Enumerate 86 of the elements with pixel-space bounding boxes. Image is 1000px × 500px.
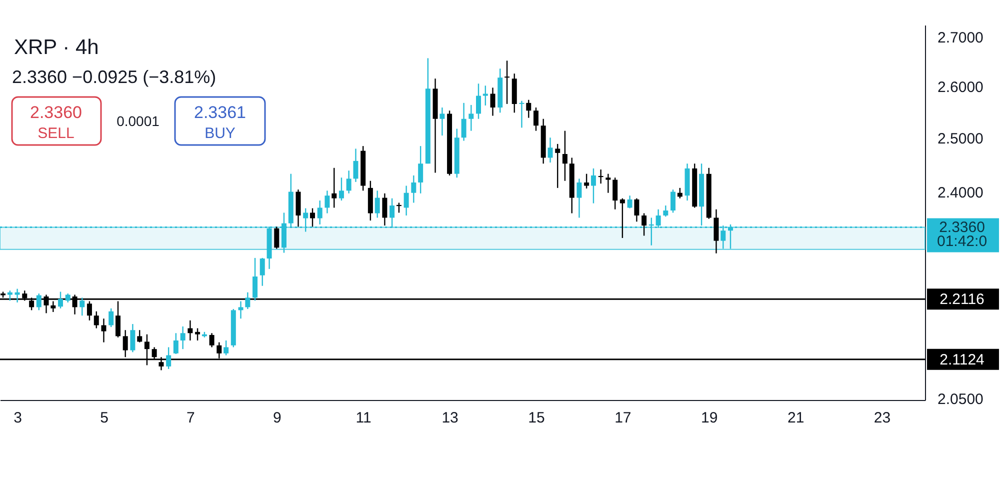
annotation: BUY <box>204 125 236 142</box>
candlestick <box>101 318 106 343</box>
candlestick <box>252 257 258 302</box>
annotation: 2.3360 <box>30 103 82 122</box>
candlestick <box>482 85 488 106</box>
x-tick-label: 17 <box>614 410 632 426</box>
candlestick <box>166 346 172 370</box>
candlestick <box>526 99 532 118</box>
x-tick-label: 11 <box>356 410 372 426</box>
y-tick-label: 2.4000 <box>938 184 984 202</box>
candlestick <box>490 87 496 116</box>
candlestick <box>224 340 229 356</box>
candlestick <box>612 177 618 210</box>
candlestick <box>317 200 322 226</box>
candlestick <box>476 83 481 120</box>
candlestick <box>108 308 114 328</box>
annotation: 0.0001 <box>116 113 160 129</box>
candlestick <box>353 148 358 183</box>
candlestick <box>173 332 178 355</box>
candlestick <box>461 102 466 142</box>
candlestick <box>598 168 604 184</box>
candlestick <box>468 104 474 132</box>
candlestick <box>404 185 409 216</box>
candlestick <box>677 187 682 199</box>
candlestick <box>238 300 244 320</box>
candlestick <box>195 328 200 342</box>
candlestick <box>58 291 64 309</box>
candlestick <box>576 178 582 218</box>
candlestick <box>274 226 280 250</box>
x-tick-label: 9 <box>272 410 282 426</box>
candlestick <box>642 212 647 236</box>
candlestick <box>606 173 611 194</box>
candlestick <box>714 208 719 254</box>
candlestick <box>519 100 524 128</box>
candlestick <box>245 292 250 310</box>
ref-line-label: 2.1124 <box>940 351 984 368</box>
candlestick <box>130 323 136 353</box>
candlestick <box>555 143 560 189</box>
x-tick-label: 23 <box>874 410 891 426</box>
candlestick <box>137 329 142 343</box>
candlestick <box>80 297 85 316</box>
ref-line-label: 2.2116 <box>940 291 984 308</box>
candlestick <box>562 130 568 182</box>
x-tick-label: 13 <box>442 410 458 426</box>
y-tick-label: 2.0500 <box>938 391 984 408</box>
candlestick <box>590 168 596 204</box>
x-tick-label: 3 <box>14 410 22 426</box>
annotation: SELL <box>38 125 74 142</box>
y-tick-label: 2.5000 <box>938 130 984 148</box>
candlestick <box>396 202 402 214</box>
x-tick-label: 15 <box>528 410 545 426</box>
candlestick <box>332 167 337 208</box>
candlestick <box>584 173 590 190</box>
x-tick-label: 19 <box>701 410 718 426</box>
candlestick <box>548 137 553 164</box>
candlestick <box>634 198 640 222</box>
x-tick-label: 7 <box>186 410 195 426</box>
candlestick <box>627 194 632 209</box>
annotation: 2.3361 <box>194 103 246 122</box>
candlestick <box>411 174 416 204</box>
y-tick-label: 2.6000 <box>938 79 984 96</box>
candlestick <box>440 106 445 136</box>
candlestick <box>36 292 42 311</box>
candlestick <box>374 190 380 218</box>
text: 2.3360 −0.0925 (−3.81%) <box>12 67 216 87</box>
candlestick <box>670 188 676 214</box>
candlestick <box>296 188 301 228</box>
candlestick <box>382 192 388 226</box>
candlestick <box>260 257 265 286</box>
x-tick-label: 21 <box>787 410 804 426</box>
candlestick <box>533 106 538 132</box>
candlestick <box>94 310 99 329</box>
candlestick <box>346 170 352 194</box>
candlestick <box>504 60 510 105</box>
candlestick <box>418 145 424 194</box>
text: XRP · 4h <box>14 36 99 59</box>
candlestick <box>663 204 668 218</box>
candlestick <box>209 332 214 348</box>
candlestick <box>324 190 330 214</box>
candlestick <box>620 198 625 239</box>
candlestick <box>338 177 344 202</box>
candlestick <box>180 326 186 350</box>
candlestick <box>310 208 316 228</box>
candlestick <box>188 320 193 342</box>
x-tick-label: 5 <box>100 410 108 426</box>
y-tick-label: 2.7000 <box>938 30 984 47</box>
